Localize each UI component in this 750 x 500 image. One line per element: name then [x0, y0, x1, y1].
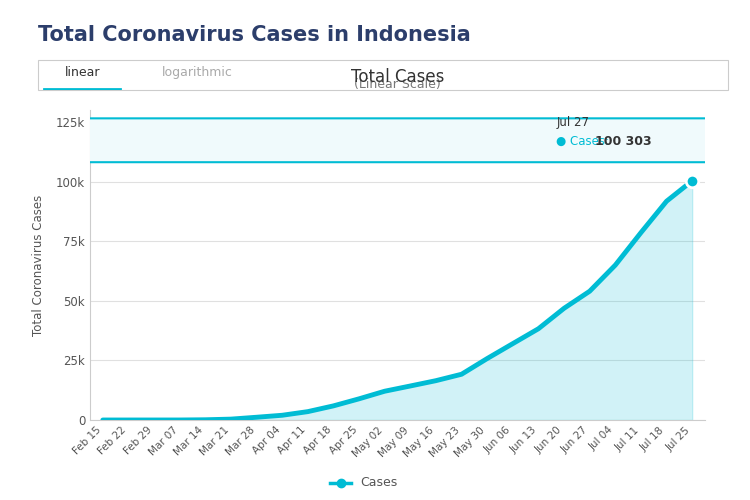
Text: Total Coronavirus Cases in Indonesia: Total Coronavirus Cases in Indonesia	[38, 25, 470, 45]
Text: (Linear Scale): (Linear Scale)	[354, 78, 441, 92]
Y-axis label: Total Coronavirus Cases: Total Coronavirus Cases	[32, 194, 45, 336]
Text: Cases: Cases	[360, 476, 398, 489]
FancyBboxPatch shape	[0, 118, 750, 162]
Text: 100 303: 100 303	[595, 135, 652, 148]
Text: logarithmic: logarithmic	[162, 66, 232, 78]
Text: linear: linear	[65, 66, 100, 78]
Text: ● Cases:: ● Cases:	[556, 135, 616, 148]
Title: Total Cases: Total Cases	[351, 68, 444, 86]
Text: Jul 27: Jul 27	[556, 116, 590, 129]
